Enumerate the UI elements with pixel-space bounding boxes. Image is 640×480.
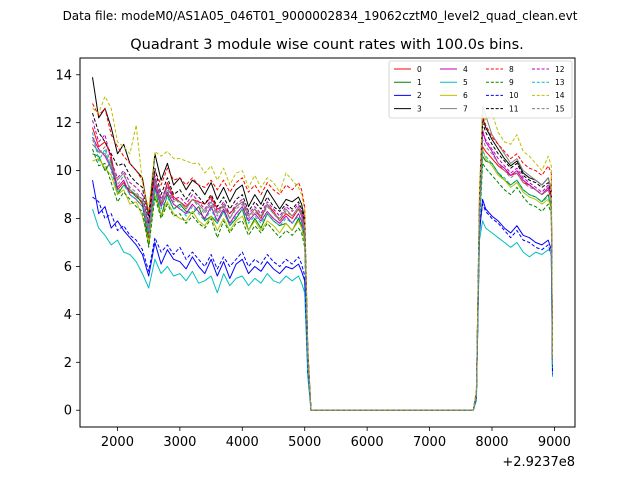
x-tick-label: 3000 [163, 435, 196, 450]
series-line-8 [92, 103, 553, 411]
legend-label-6: 6 [463, 91, 468, 100]
y-tick-label: 6 [64, 260, 72, 275]
legend-label-4: 4 [463, 65, 468, 74]
suptitle: Data file: modeM0/AS1A05_046T01_90000028… [63, 9, 578, 23]
series-group [92, 77, 553, 411]
legend-label-11: 11 [509, 104, 519, 113]
legend-label-9: 9 [509, 78, 514, 87]
legend-label-10: 10 [509, 91, 519, 100]
x-axis-offset-label: +2.9237e8 [502, 455, 575, 470]
series-line-0 [92, 127, 553, 411]
y-tick-label: 8 [64, 212, 72, 227]
y-tick-label: 14 [55, 68, 72, 83]
series-line-4 [92, 129, 553, 411]
x-tick-label: 8000 [475, 435, 508, 450]
series-line-2 [92, 180, 553, 411]
x-tick-label: 7000 [413, 435, 446, 450]
y-tick-label: 0 [64, 404, 72, 419]
series-line-10 [92, 196, 553, 411]
chart-title: Quadrant 3 module wise count rates with … [130, 37, 524, 53]
y-tick-label: 2 [64, 356, 72, 371]
legend-label-0: 0 [417, 65, 422, 74]
plot-frame [79, 57, 576, 428]
y-tick-label: 10 [55, 164, 72, 179]
series-line-5 [92, 208, 553, 411]
x-tick-label: 5000 [288, 435, 321, 450]
legend-label-5: 5 [463, 78, 468, 87]
x-axis: 2000 3000 4000 5000 6000 7000 8000 9000 [101, 427, 571, 450]
legend-label-8: 8 [509, 65, 514, 74]
legend-label-7: 7 [463, 104, 468, 113]
series-line-13 [92, 132, 553, 411]
series-line-3 [92, 77, 553, 411]
x-tick-label: 2000 [101, 435, 134, 450]
legend-label-12: 12 [555, 65, 565, 74]
y-axis: 0 2 4 6 8 10 12 14 [55, 68, 80, 419]
series-line-6 [92, 148, 553, 411]
legend-label-14: 14 [555, 91, 565, 100]
legend-label-13: 13 [555, 78, 565, 87]
legend-label-2: 2 [417, 91, 422, 100]
legend-label-3: 3 [417, 104, 422, 113]
legend-label-15: 15 [555, 104, 565, 113]
x-tick-label: 6000 [351, 435, 384, 450]
x-tick-label: 4000 [226, 435, 259, 450]
series-line-14 [92, 95, 553, 411]
legend-frame [388, 60, 573, 119]
y-tick-label: 4 [64, 308, 72, 323]
series-line-12 [92, 120, 553, 411]
legend-label-1: 1 [417, 78, 422, 87]
series-line-15 [92, 139, 553, 411]
series-line-9 [92, 148, 553, 411]
x-tick-label: 9000 [538, 435, 571, 450]
y-tick-label: 12 [55, 116, 72, 131]
